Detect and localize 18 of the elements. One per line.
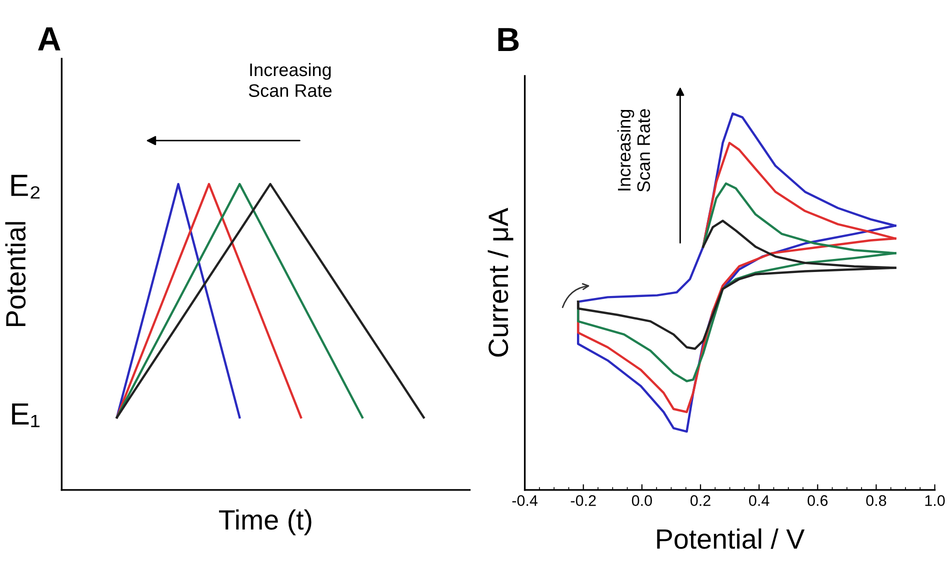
- x-tick-label: 1.0: [925, 495, 945, 506]
- x-axis-title: Potential / V: [657, 528, 805, 549]
- x-tick-label: -0.2: [570, 495, 596, 506]
- x-tick-label: 0.2: [690, 495, 710, 506]
- text: E₂: [11, 174, 40, 199]
- chart-title: B: [498, 28, 519, 52]
- text: Increasing Scan Rate: [248, 62, 332, 97]
- text: E₁: [12, 403, 40, 428]
- x-axis-title: Time (t): [219, 509, 312, 536]
- y-axis-title: Potential: [5, 222, 26, 326]
- y-axis-title: Current / μA: [488, 208, 514, 357]
- annotation: Increasing Scan Rate: [617, 109, 650, 192]
- x-tick-label: 0.0: [632, 495, 652, 506]
- x-tick-label: 0.8: [866, 495, 886, 506]
- x-tick-label: 0.6: [808, 495, 828, 506]
- x-tick-label: -0.4: [512, 495, 538, 506]
- x-tick-label: 0.4: [749, 495, 770, 506]
- chart-title: A: [38, 27, 60, 50]
